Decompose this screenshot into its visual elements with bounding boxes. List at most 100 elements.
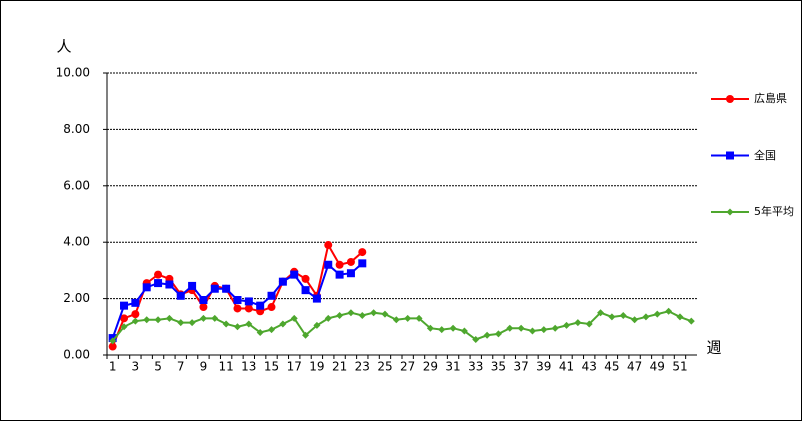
point: [726, 208, 734, 216]
point: [563, 321, 571, 329]
point: [256, 301, 265, 310]
point: [211, 314, 219, 322]
x-tick-label: 27: [400, 360, 415, 374]
y-tick-label: 6.00: [63, 178, 90, 192]
point: [233, 323, 241, 331]
x-tick-label: 15: [264, 360, 279, 374]
y-tick-label: 2.00: [63, 291, 90, 305]
point: [358, 312, 366, 320]
point: [438, 326, 446, 334]
point: [483, 331, 491, 339]
point: [392, 316, 400, 324]
point: [222, 284, 231, 293]
point: [449, 324, 457, 332]
point: [279, 320, 287, 328]
point: [494, 330, 502, 338]
x-tick-label: 19: [309, 360, 324, 374]
point: [154, 279, 163, 288]
point: [608, 313, 616, 321]
x-tick-label: 45: [604, 360, 619, 374]
point: [335, 260, 344, 269]
point: [244, 297, 253, 306]
point: [154, 270, 163, 279]
point: [370, 309, 378, 317]
point: [324, 260, 333, 269]
point: [143, 316, 151, 324]
y-tick-label: 0.00: [63, 348, 90, 362]
x-tick-label: 3: [132, 360, 140, 374]
point: [165, 314, 173, 322]
point: [676, 313, 684, 321]
point: [415, 314, 423, 322]
point: [631, 316, 639, 324]
point: [199, 303, 208, 312]
point: [177, 319, 185, 327]
point: [267, 303, 276, 312]
point: [665, 307, 673, 315]
point: [278, 277, 287, 286]
point: [335, 270, 344, 279]
x-tick-label: 49: [650, 360, 665, 374]
point: [506, 324, 514, 332]
point: [312, 294, 321, 303]
x-tick-label: 31: [445, 360, 460, 374]
point: [358, 248, 367, 257]
point: [726, 151, 734, 160]
point: [154, 316, 162, 324]
y-tick-label: 8.00: [63, 122, 90, 136]
point: [290, 314, 298, 322]
point: [165, 280, 174, 289]
x-tick-label: 37: [513, 360, 528, 374]
point: [472, 335, 480, 343]
point: [726, 95, 734, 103]
point: [551, 324, 559, 332]
x-tick-label: 17: [287, 360, 302, 374]
point: [199, 296, 208, 305]
point: [256, 328, 264, 336]
point: [404, 314, 412, 322]
point: [210, 284, 219, 293]
point: [324, 241, 333, 250]
point: [301, 274, 310, 283]
x-tick-label: 41: [559, 360, 574, 374]
legend-entry: 5年平均: [754, 205, 794, 218]
point: [233, 296, 242, 305]
point: [176, 291, 185, 300]
point: [597, 309, 605, 317]
point: [268, 326, 276, 334]
point: [131, 298, 140, 307]
point: [302, 331, 310, 339]
point: [301, 286, 310, 295]
point: [131, 310, 140, 319]
x-tick-label: 43: [582, 360, 597, 374]
point: [585, 320, 593, 328]
x-tick-label: 13: [241, 360, 256, 374]
legend-label: 全国: [754, 148, 776, 162]
point: [267, 291, 276, 300]
legend-label: 広島県: [754, 92, 787, 105]
point: [687, 317, 695, 325]
point: [619, 312, 627, 320]
x-tick-label: 25: [377, 360, 392, 374]
legend-entry: 全国: [754, 148, 776, 162]
y-axis-label: 人: [56, 38, 71, 56]
point: [244, 304, 253, 313]
point: [653, 310, 661, 318]
point: [528, 327, 536, 335]
x-tick-label: 5: [154, 360, 162, 374]
point: [120, 301, 129, 310]
point: [642, 313, 650, 321]
x-tick-label: 33: [468, 360, 483, 374]
point: [120, 314, 129, 323]
point: [222, 320, 230, 328]
point: [290, 270, 299, 279]
point: [347, 309, 355, 317]
y-tick-label: 4.00: [63, 235, 90, 249]
point: [346, 269, 355, 278]
x-tick-label: 51: [672, 360, 687, 374]
point: [381, 310, 389, 318]
point: [199, 314, 207, 322]
x-tick-label: 29: [423, 360, 438, 374]
